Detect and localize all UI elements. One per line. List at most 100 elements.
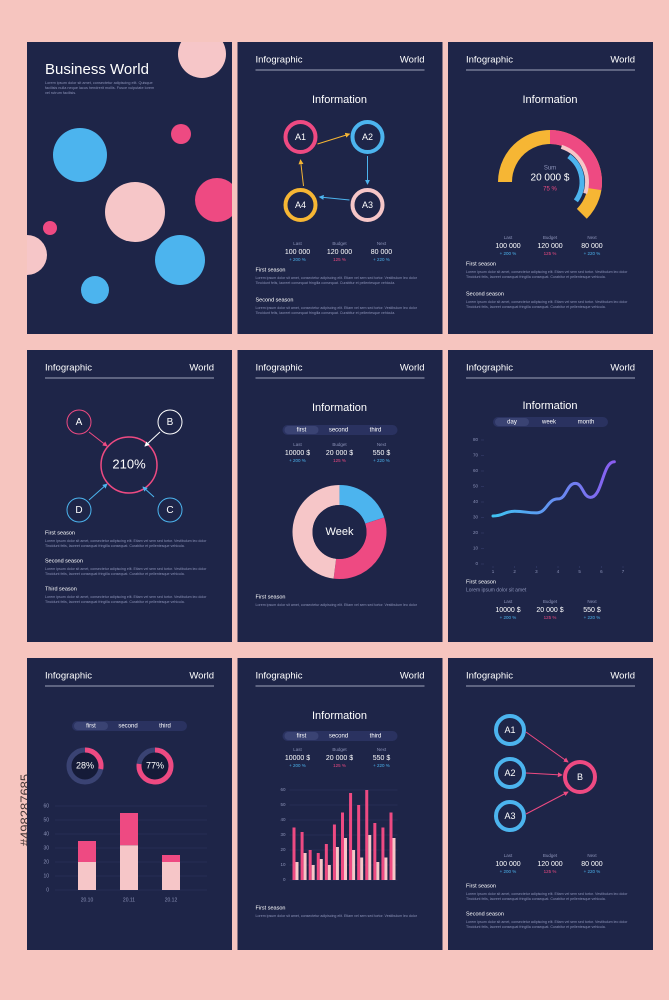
node — [494, 714, 526, 746]
stat-label: Budget — [332, 747, 347, 752]
stat-change: 125 % — [544, 251, 557, 256]
card: Infographic World A B C D 210% First season Lore… — [27, 350, 232, 642]
tab: third — [370, 428, 382, 434]
cover-text: vel rutrum facilisis. — [45, 91, 76, 95]
tab: month — [578, 420, 595, 426]
tab: third — [370, 734, 382, 740]
donut-segment — [333, 517, 387, 579]
gauge-arc — [567, 154, 585, 203]
stat-label: Next — [377, 747, 387, 752]
cover-title: Business World — [45, 61, 149, 78]
line-series — [491, 460, 616, 518]
y-tick-label: 20 — [43, 859, 49, 865]
bar — [341, 812, 344, 880]
bar — [303, 853, 307, 880]
y-tick-label: 40 — [43, 831, 49, 837]
card-background — [27, 658, 232, 950]
node-label: A1 — [504, 725, 515, 735]
card-background — [27, 350, 232, 642]
bar — [319, 859, 323, 880]
donut-center: Week — [326, 526, 354, 538]
node — [494, 757, 526, 789]
stat-change: 125 % — [333, 763, 346, 768]
section-heading: Information — [522, 94, 577, 106]
stat-change: + 220 % — [373, 257, 390, 262]
stat-label: Budget — [543, 235, 558, 240]
header-left: Infographic — [466, 363, 513, 374]
header-right: World — [610, 55, 635, 66]
bar-segment — [162, 855, 180, 862]
tab: first — [86, 724, 96, 730]
decor-circle — [171, 124, 191, 144]
decor-circle — [155, 235, 205, 285]
tab: second — [329, 428, 348, 434]
lorem-line: Lorem ipsum dolor sit amet, consectetur … — [45, 539, 207, 543]
x-tick-label: 20.12 — [165, 897, 178, 903]
x-tick-label: 6 — [600, 569, 603, 574]
stat-change: + 200 % — [500, 615, 517, 620]
decor-circle — [105, 182, 165, 242]
y-tick-label: 0 — [475, 561, 478, 566]
node-label: C — [166, 505, 173, 516]
header-right: World — [610, 363, 635, 374]
stat-label: Last — [504, 599, 513, 604]
season-title: Third season — [45, 586, 77, 592]
y-tick-label: 30 — [43, 845, 49, 851]
decor-circle — [195, 178, 232, 222]
stat-value: 80 000 — [581, 243, 603, 250]
stat-label: Next — [587, 599, 597, 604]
stat-change: + 220 % — [373, 458, 390, 463]
card: Infographic World Information day week month 0… — [448, 350, 653, 642]
lorem-line: Tincidunt felis, laoreet consequat fring… — [466, 897, 606, 901]
stat-change: + 200 % — [289, 458, 306, 463]
header-right: World — [400, 55, 425, 66]
sum-value: 20 000 $ — [531, 173, 570, 184]
stat-value: 100 000 — [285, 249, 310, 256]
stat-change: 125 % — [544, 615, 557, 620]
gauge-arc — [560, 144, 589, 195]
y-tick-label: 80 — [473, 437, 479, 442]
bar — [389, 812, 393, 880]
stat-label: Last — [293, 442, 302, 447]
header-left: Infographic — [256, 671, 303, 682]
section-heading: Information — [522, 400, 577, 412]
arrow — [318, 194, 350, 201]
bar — [308, 850, 312, 880]
card: Infographic World first second third 28% 77% 0 1… — [27, 658, 232, 950]
x-tick-label: 3 — [535, 569, 538, 574]
donut-segment — [338, 485, 385, 525]
season-title: Second season — [466, 911, 504, 917]
node-label: A4 — [295, 200, 306, 210]
card-background — [448, 350, 653, 642]
lorem-line: Lorem ipsum dolor sit amet, consectetur … — [256, 306, 418, 310]
card: Infographic World Information first second th… — [237, 658, 443, 950]
stat-label: Last — [504, 853, 513, 858]
stat-change: 125 % — [333, 458, 346, 463]
lorem-line: Lorem ipsum dolor sit amet, consectetur … — [256, 603, 418, 607]
bar — [292, 827, 296, 880]
stat-label: Budget — [543, 599, 558, 604]
header-right: World — [400, 363, 425, 374]
bar — [327, 865, 331, 880]
bar — [311, 865, 315, 880]
season-title: First season — [466, 579, 496, 585]
decor-circle — [178, 42, 226, 78]
arrow — [298, 159, 304, 187]
donut-segment — [292, 485, 341, 579]
section-heading: Information — [312, 94, 367, 106]
header-left: Infographic — [45, 363, 92, 374]
header-left: Infographic — [256, 363, 303, 374]
node — [350, 120, 385, 154]
stat-change: + 200 % — [500, 251, 517, 256]
ring-arc — [84, 747, 104, 770]
lorem-line: Lorem ipsum dolor sit amet, consectetur … — [466, 892, 628, 896]
stat-value: 120 000 — [327, 249, 352, 256]
header-left: Infographic — [256, 55, 303, 66]
stat-value: 120 000 — [537, 861, 562, 868]
y-tick-label: 40 — [280, 817, 286, 822]
header-left: Infographic — [466, 55, 513, 66]
lorem-line: Tincidunt felis, laoreet consequat fring… — [256, 311, 396, 315]
lorem-line: Tincidunt felis, laoreet consequat fring… — [45, 544, 185, 548]
stat-value: 10000 $ — [285, 755, 310, 762]
